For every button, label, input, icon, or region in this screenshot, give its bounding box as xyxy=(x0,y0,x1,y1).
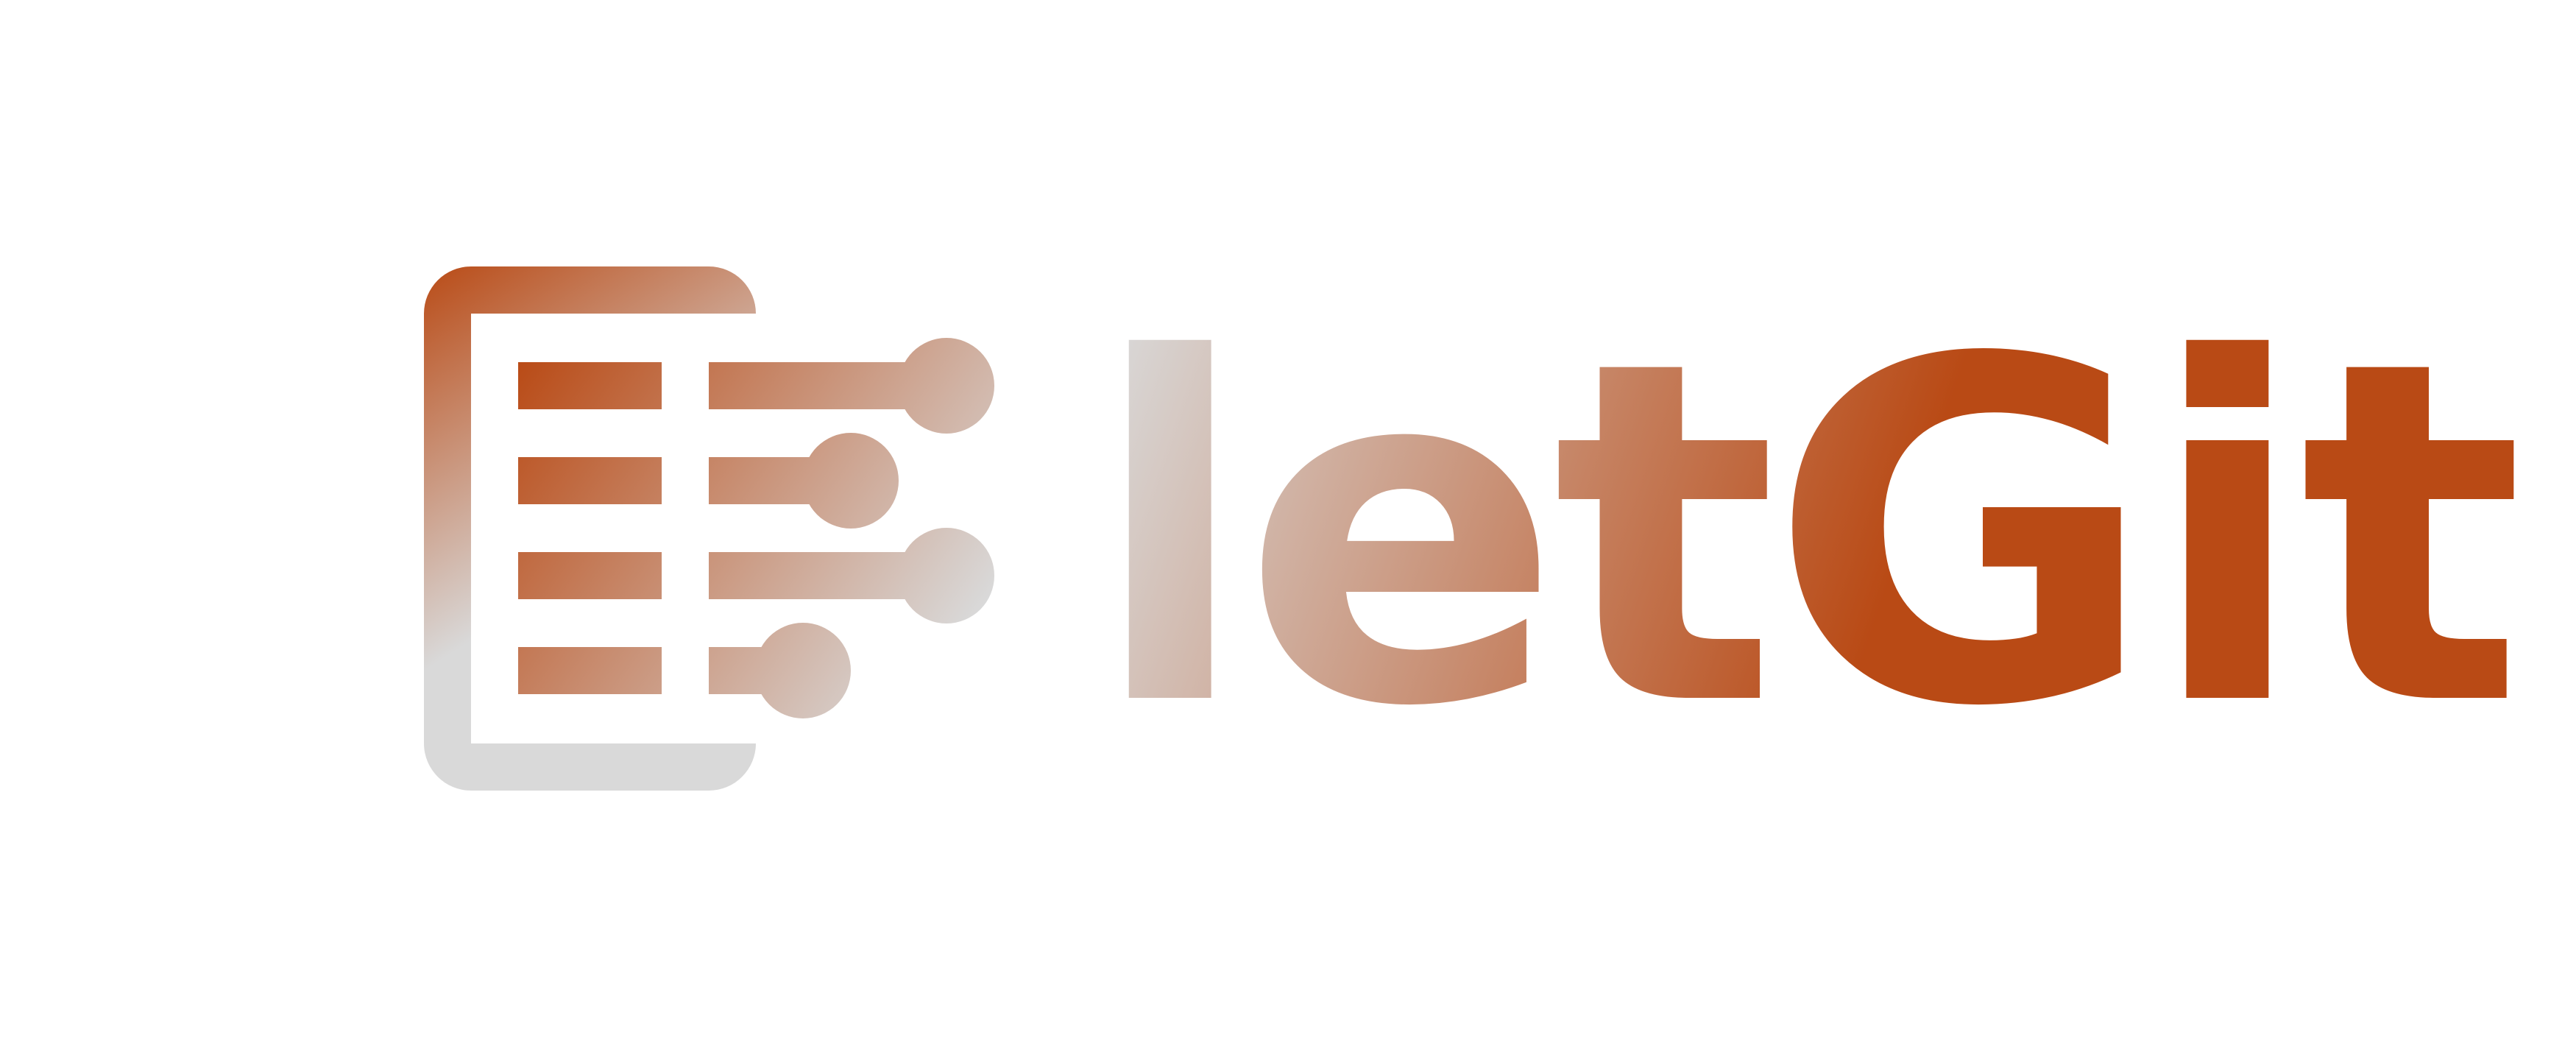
content-line-3 xyxy=(518,552,662,599)
content-line-1 xyxy=(518,362,662,409)
branch-1 xyxy=(709,338,994,434)
brand-wordmark: letGit xyxy=(1089,261,2520,809)
branch-4 xyxy=(709,623,851,718)
branch-3 xyxy=(709,528,994,623)
content-line-2 xyxy=(518,457,662,504)
document-frame xyxy=(424,266,756,791)
content-line-4 xyxy=(518,647,662,694)
document-branches-icon xyxy=(424,266,994,791)
branch-2 xyxy=(709,433,899,529)
